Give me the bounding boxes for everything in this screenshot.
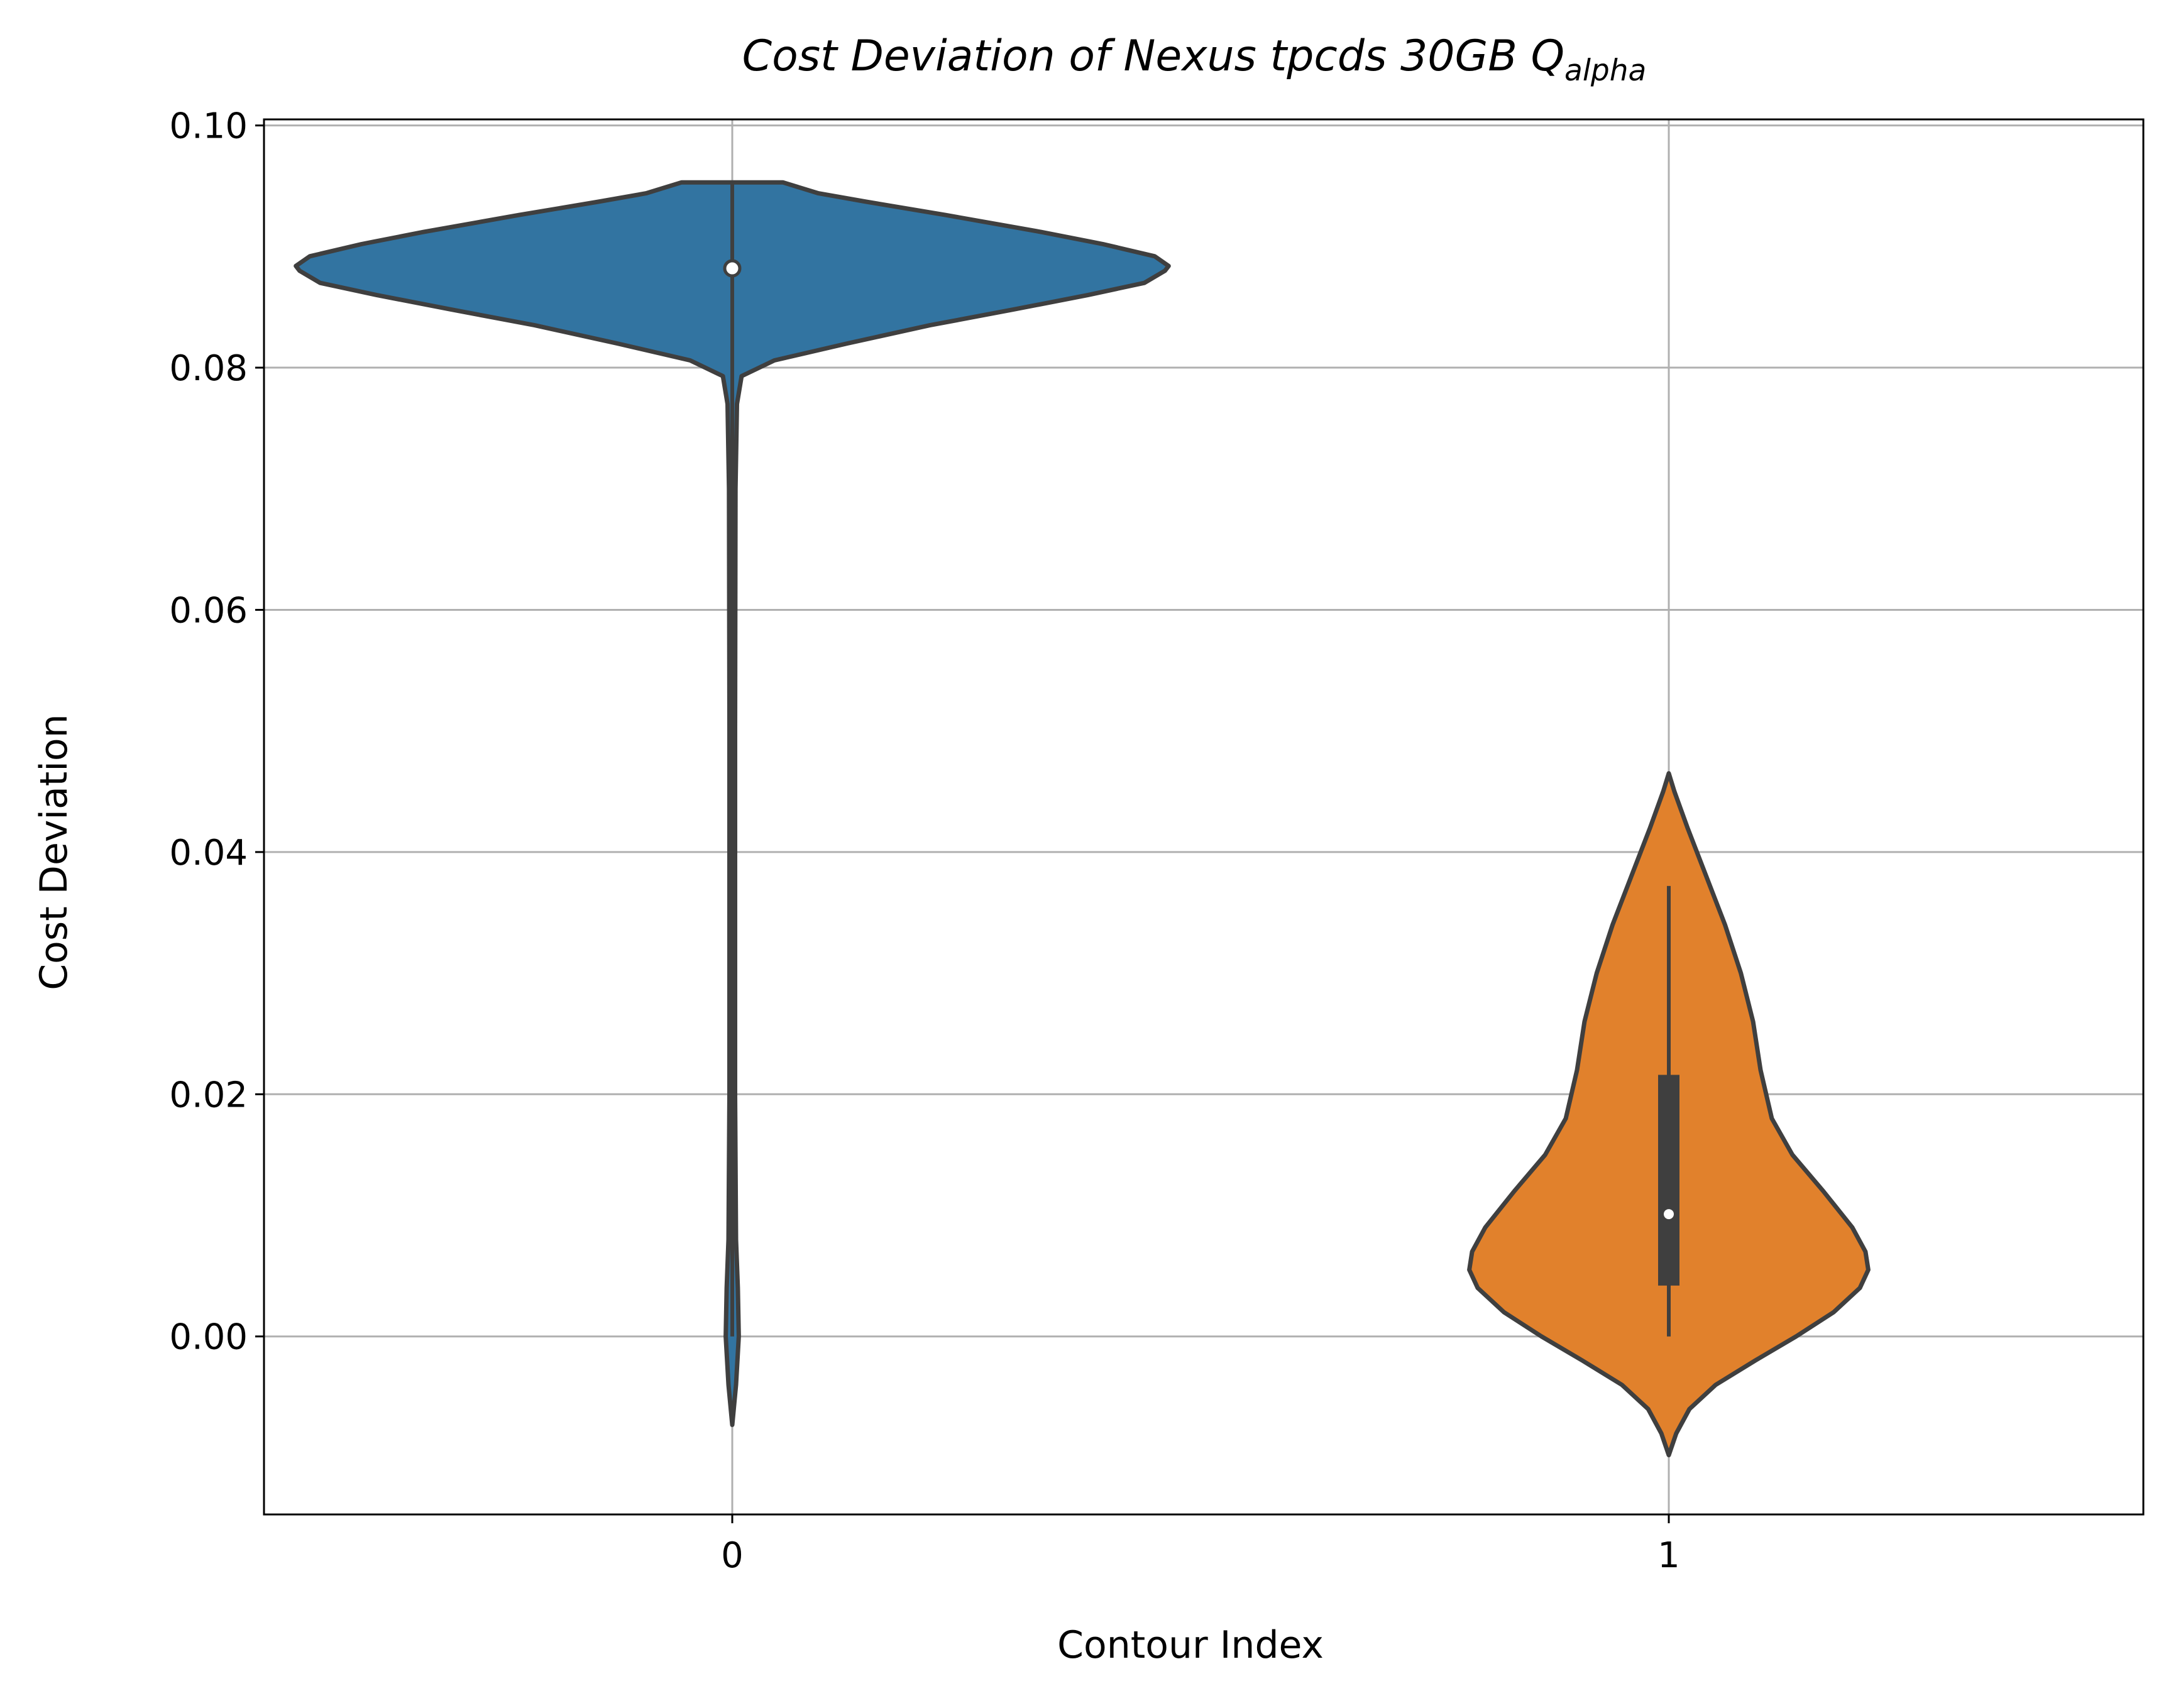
y-tick-label: 0.08 bbox=[169, 348, 248, 389]
chart-title-subscript: alpha bbox=[1564, 53, 1646, 88]
y-axis-label: Cost Deviation bbox=[32, 714, 76, 990]
y-tick-label: 0.06 bbox=[169, 590, 248, 631]
y-tick-label: 0.10 bbox=[169, 106, 248, 147]
violins bbox=[294, 180, 1871, 1458]
chart-title: Cost Deviation of Nexus tpcds 30GB Qalph… bbox=[742, 31, 1647, 88]
plot-frame bbox=[263, 118, 2145, 1516]
y-tick-label: 0.04 bbox=[169, 833, 248, 873]
y-tick-label: 0.00 bbox=[169, 1317, 248, 1358]
violin-iqr-box-1 bbox=[1658, 1075, 1679, 1286]
x-tick-label: 0 bbox=[721, 1535, 744, 1576]
y-tick-label: 0.02 bbox=[169, 1075, 248, 1115]
violin-median-dot-1 bbox=[1664, 1209, 1674, 1220]
violin-median-dot-0 bbox=[723, 259, 742, 278]
x-tick-label: 1 bbox=[1657, 1535, 1680, 1576]
chart-title-main: Cost Deviation of Nexus tpcds 30GB Q bbox=[742, 31, 1564, 81]
axis-ticks: 0.00 0.02 0.04 0.06 0.08 0.10 0 1 bbox=[169, 106, 1680, 1576]
x-axis-label: Contour Index bbox=[1057, 1623, 1324, 1667]
